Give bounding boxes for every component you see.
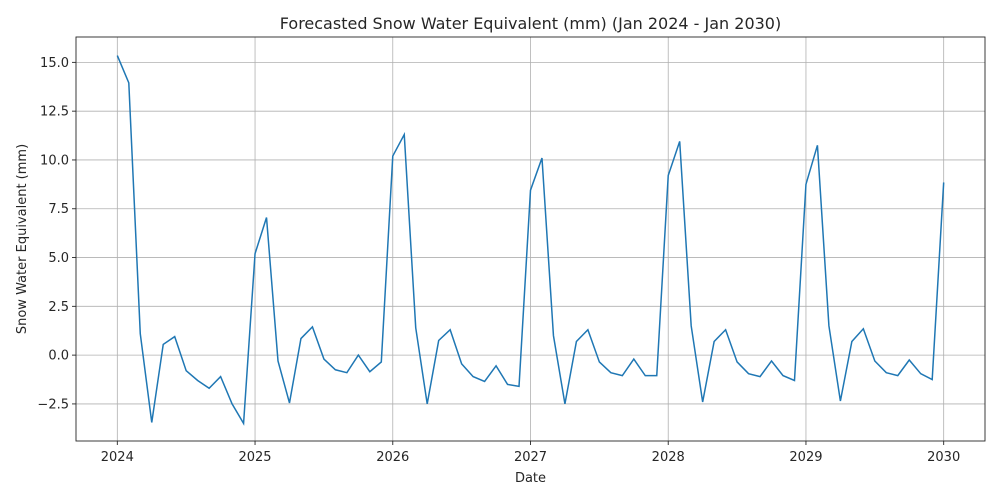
y-tick-label: 15.0 [40,56,69,71]
x-axis-ticks: 2024 2025 2026 2027 2028 2029 2030 [101,441,960,465]
series-line [116,55,945,426]
chart-title: Forecasted Snow Water Equivalent (mm) (J… [280,14,781,33]
x-tick-label: 2027 [514,450,547,465]
y-tick-label: 5.0 [48,251,69,266]
x-tick-label: 2029 [789,450,822,465]
y-tick-label: 10.0 [40,153,69,168]
y-tick-label: 2.5 [48,300,69,315]
y-tick-label: 7.5 [48,202,69,217]
y-axis-ticks: −2.5 0.0 2.5 5.0 7.5 10.0 12.5 15.0 [37,56,76,412]
y-axis-label: Snow Water Equivalent (mm) [15,144,30,334]
y-tick-label: 0.0 [48,349,69,364]
y-tick-label: −2.5 [37,397,69,412]
grid [76,37,985,441]
x-tick-label: 2026 [376,450,409,465]
x-tick-label: 2025 [238,450,271,465]
x-tick-label: 2024 [101,450,134,465]
x-tick-label: 2030 [927,450,960,465]
y-tick-label: 12.5 [40,105,69,120]
x-tick-label: 2028 [652,450,685,465]
x-axis-label: Date [515,471,546,486]
